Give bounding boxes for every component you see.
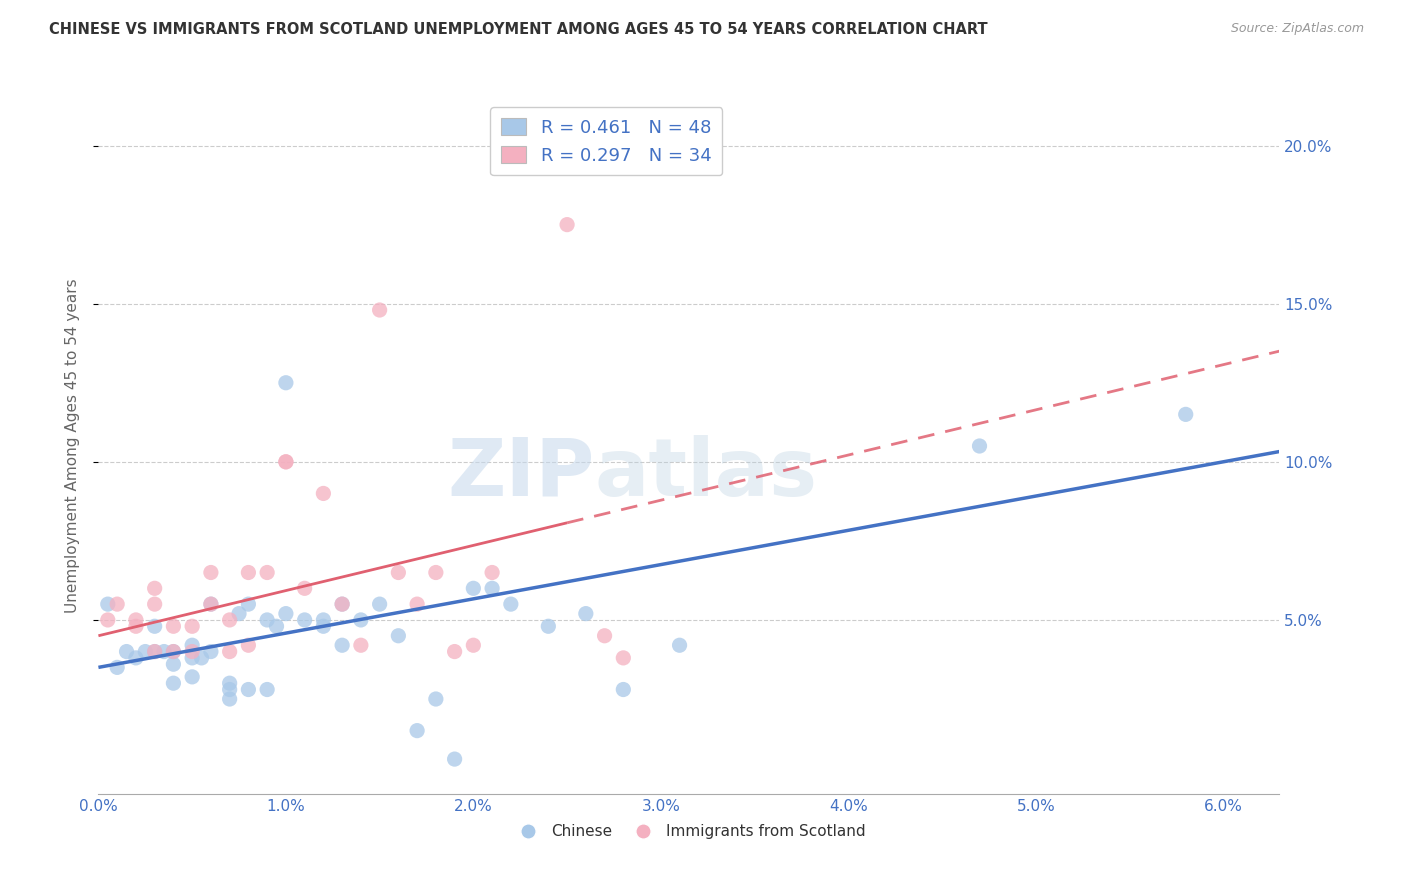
Point [200, 597, 222, 611]
Point [668, 638, 690, 652]
Point [312, 613, 335, 627]
Point [181, 644, 204, 658]
Point [274, 455, 297, 469]
Point [555, 218, 578, 232]
Point [238, 566, 260, 580]
Point [228, 607, 250, 621]
Point [425, 692, 447, 706]
Text: atlas: atlas [595, 434, 817, 513]
Point [312, 619, 335, 633]
Point [181, 638, 204, 652]
Point [330, 597, 353, 611]
Point [218, 613, 240, 627]
Point [162, 619, 184, 633]
Point [181, 651, 204, 665]
Point [463, 582, 485, 596]
Point [463, 638, 485, 652]
Point [1174, 408, 1197, 422]
Point [143, 582, 166, 596]
Point [181, 619, 204, 633]
Point [143, 597, 166, 611]
Point [499, 597, 522, 611]
Point [97, 597, 120, 611]
Point [481, 582, 503, 596]
Point [190, 651, 212, 665]
Point [200, 566, 222, 580]
Point [350, 613, 373, 627]
Point [481, 566, 503, 580]
Point [969, 439, 991, 453]
Point [200, 644, 222, 658]
Point [443, 752, 465, 766]
Point [134, 644, 156, 658]
Point [537, 619, 560, 633]
Point [256, 613, 278, 627]
Point [425, 566, 447, 580]
Point [238, 682, 260, 697]
Point [406, 723, 429, 738]
Point [274, 607, 297, 621]
Point [181, 670, 204, 684]
Point [294, 613, 316, 627]
Point [200, 597, 222, 611]
Point [612, 651, 634, 665]
Point [368, 303, 391, 318]
Point [218, 644, 240, 658]
Point [153, 644, 176, 658]
Y-axis label: Unemployment Among Ages 45 to 54 years: Unemployment Among Ages 45 to 54 years [65, 278, 80, 614]
Point [162, 657, 184, 672]
Point [143, 644, 166, 658]
Point [143, 644, 166, 658]
Point [105, 597, 128, 611]
Point [387, 629, 409, 643]
Text: CHINESE VS IMMIGRANTS FROM SCOTLAND UNEMPLOYMENT AMONG AGES 45 TO 54 YEARS CORRE: CHINESE VS IMMIGRANTS FROM SCOTLAND UNEM… [49, 22, 988, 37]
Point [115, 644, 138, 658]
Point [143, 619, 166, 633]
Point [274, 455, 297, 469]
Text: Source: ZipAtlas.com: Source: ZipAtlas.com [1230, 22, 1364, 36]
Point [162, 644, 184, 658]
Point [238, 638, 260, 652]
Legend: Chinese, Immigrants from Scotland: Chinese, Immigrants from Scotland [506, 818, 872, 846]
Point [218, 682, 240, 697]
Point [256, 566, 278, 580]
Point [294, 582, 316, 596]
Point [218, 676, 240, 690]
Point [312, 486, 335, 500]
Point [97, 613, 120, 627]
Point [330, 638, 353, 652]
Point [125, 613, 148, 627]
Point [218, 692, 240, 706]
Point [125, 619, 148, 633]
Point [593, 629, 616, 643]
Point [330, 597, 353, 611]
Point [238, 597, 260, 611]
Point [256, 682, 278, 697]
Point [105, 660, 128, 674]
Point [387, 566, 409, 580]
Point [406, 597, 429, 611]
Point [162, 644, 184, 658]
Point [274, 376, 297, 390]
Point [125, 651, 148, 665]
Point [266, 619, 288, 633]
Point [612, 682, 634, 697]
Point [443, 644, 465, 658]
Point [368, 597, 391, 611]
Point [162, 676, 184, 690]
Point [350, 638, 373, 652]
Point [575, 607, 598, 621]
Text: ZIP: ZIP [447, 434, 595, 513]
